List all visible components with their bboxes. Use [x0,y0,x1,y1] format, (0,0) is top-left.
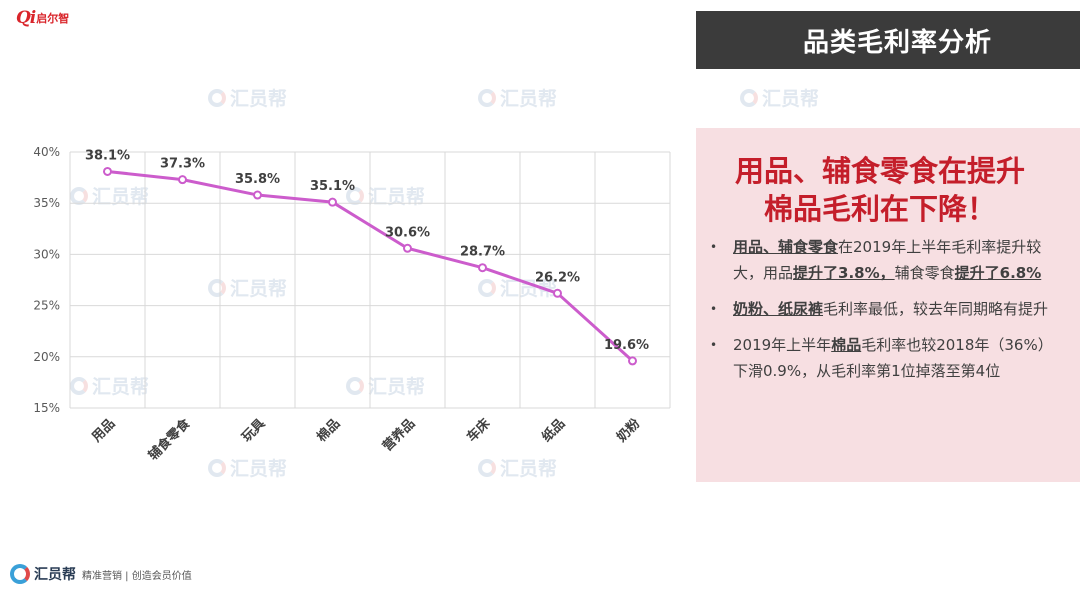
watermark: 汇员帮 [478,274,557,301]
x-category-label: 辅食零食 [145,415,194,464]
insight-bullet: • 奶粉、纸尿裤毛利率最低，较去年同期略有提升 [710,296,1060,322]
series-points [103,166,637,366]
data-point [628,356,637,366]
watermark: 汇员帮 [346,182,425,209]
x-category-label: 棉品 [314,416,344,446]
bullet-dot-icon: • [710,302,718,316]
x-category-label: 奶粉 [613,416,643,446]
watermark-icon [478,88,496,107]
bullet-text: 用品、辅食零食在2019年上半年毛利率提升较大，用品提升了3.8%，辅食零食提升… [733,234,1060,286]
watermark: 汇员帮 [346,372,425,399]
insight-panel: 用品、辅食零食在提升 棉品毛利在下降！ • 用品、辅食零食在2019年上半年毛利率… [696,128,1080,482]
bullet-dot-icon: • [710,240,718,254]
watermark: 汇员帮 [740,84,819,111]
data-label: 35.8% [235,172,280,187]
title-banner: 品类毛利率分析 [696,11,1080,69]
y-tick-label: 20% [33,350,60,364]
footer-logo-icon [10,564,30,584]
watermark: 汇员帮 [70,372,149,399]
insight-bullet: • 2019年上半年棉品毛利率也较2018年（36%）下滑0.9%，从毛利率第1位… [710,332,1060,384]
watermark: 汇员帮 [478,84,557,111]
watermark-icon [208,278,226,297]
chart-grid [69,151,671,409]
bullet-segment: 在2019年上半年毛利率提升较大，用品 [733,238,1042,282]
series-line [107,169,634,363]
data-label: 35.1% [310,179,355,194]
footer: 汇员帮 精准营销 | 创造会员价值 [10,564,192,584]
insight-bullets: • 用品、辅食零食在2019年上半年毛利率提升较大，用品提升了3.8%，辅食零食提… [710,234,1060,394]
data-label: 26.2% [535,270,580,285]
logo-text: 启尔智 [36,12,70,25]
watermark-icon [346,376,364,395]
panel-headline: 用品、辅食零食在提升 棉品毛利在下降！ [696,152,1064,228]
data-label: 37.3% [160,157,205,172]
bullet-segment: 2019年上半年 [733,336,832,354]
bullet-segment: 棉品 [831,336,862,354]
x-category-label: 用品 [89,416,119,446]
x-axis-categories: 用品 辅食零食 玩具 棉品 营养品 车床 纸品 奶粉 [89,415,644,464]
watermark-icon [70,186,88,205]
watermark-icon [740,88,758,107]
bullet-segment: 奶粉、纸尿裤 [733,300,824,318]
watermark: 汇员帮 [208,84,287,111]
data-point [403,243,412,253]
bullet-text: 2019年上半年棉品毛利率也较2018年（36%）下滑0.9%，从毛利率第1位掉… [733,332,1060,384]
headline-line-1: 用品、辅食零食在提升 [734,154,1025,188]
watermark-icon [478,458,496,477]
series-line-layer [107,169,634,363]
bullet-segment: 提升了3.8%， [793,264,895,282]
watermark-icon [208,458,226,477]
headline-line-2: 棉品毛利在下降！ [763,192,996,226]
bullet-text: 奶粉、纸尿裤毛利率最低，较去年同期略有提升 [733,296,1048,322]
y-tick-label: 40% [33,145,60,159]
footer-tagline: 精准营销 | 创造会员价值 [82,570,192,582]
page-title: 品类毛利率分析 [802,27,992,58]
data-label: 28.7% [460,245,505,260]
watermark-icon [70,376,88,395]
data-labels: 38.1% 37.3% 35.8% 35.1% 30.6% 28.7% 26.2% 19.6% [85,148,649,352]
x-category-label: 营养品 [379,416,418,455]
y-tick-label: 15% [33,401,60,415]
x-category-label: 纸品 [539,416,569,446]
data-label: 38.1% [85,148,130,163]
data-label: 19.6% [604,338,649,353]
bullet-segment: 提升了6.8% [954,264,1042,282]
watermark-icon [478,278,496,297]
data-label: 30.6% [385,225,430,240]
x-category-label: 车床 [464,415,494,445]
watermark-icon [208,88,226,107]
data-point [103,166,112,176]
logo-mark: Qi [16,8,36,28]
bullet-segment: 辅食零食 [894,264,955,282]
x-category-label: 玩具 [239,416,268,445]
data-point [478,263,487,273]
y-tick-label: 30% [33,247,60,261]
bullet-dot-icon: • [710,338,718,352]
company-logo: Qi 启尔智 [16,8,69,28]
bullet-segment: 用品、辅食零食 [733,238,839,256]
watermark: 汇员帮 [478,454,557,481]
watermark: 汇员帮 [70,182,149,209]
watermark-icon [346,186,364,205]
watermark: 汇员帮 [208,454,287,481]
insight-bullet: • 用品、辅食零食在2019年上半年毛利率提升较大，用品提升了3.8%，辅食零食提… [710,234,1060,286]
bullet-segment: 毛利率最低，较去年同期略有提升 [823,300,1049,318]
data-point [253,190,262,200]
data-point [328,197,337,207]
data-point [553,288,562,298]
margin-line-chart: 40% 35% 30% 25% 20% 15% 用品 辅食零食 玩具 棉品 营养品 车床 纸品 奶粉 3… [33,145,671,464]
y-axis-ticks: 40% 35% 30% 25% 20% 15% [33,145,60,415]
bullet-segment: 毛利率也较2018年（36%）下滑0.9%，从毛利率第1位掉落至第4位 [733,336,1053,380]
footer-brand: 汇员帮 [34,567,76,583]
y-tick-label: 25% [33,299,60,313]
watermark: 汇员帮 [208,274,287,301]
data-point [178,175,187,185]
y-tick-label: 35% [33,196,60,210]
